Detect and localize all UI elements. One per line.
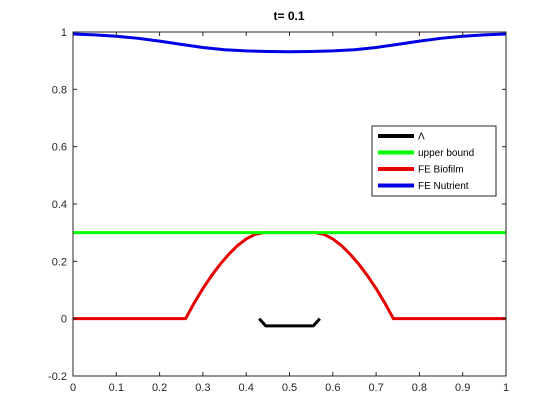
x-tick-label: 0.1 <box>109 382 124 394</box>
chart-title: t= 0.1 <box>273 9 304 23</box>
legend-entry: upper bound <box>418 148 474 159</box>
x-tick-label: 0.2 <box>152 382 167 394</box>
y-tick-label: 0.2 <box>52 256 67 268</box>
legend-entry: FE Nutrient <box>418 181 469 192</box>
x-tick-label: 0 <box>70 382 76 394</box>
y-tick-label: 0.4 <box>52 199 67 211</box>
y-tick-label: 0.6 <box>52 142 67 154</box>
y-tick-label: 1 <box>61 27 67 39</box>
series-line-3 <box>72 32 507 54</box>
x-tick-label: 0.5 <box>282 382 297 394</box>
x-tick-label: 0.8 <box>412 382 427 394</box>
series-line-0 <box>258 317 321 328</box>
legend-entry: Λ <box>418 132 425 143</box>
y-tick-label: -0.2 <box>48 371 67 383</box>
y-tick-label: 0 <box>61 314 67 326</box>
legend-entry: FE Biofilm <box>418 165 464 176</box>
x-tick-label: 0.9 <box>455 382 470 394</box>
y-tick-label: 0.8 <box>52 84 67 96</box>
axes-layer: 0 0.1 0.2 0.3 0.4 0.5 0.6 0.7 0.8 0.9 1-0.200.20.4… <box>48 27 509 394</box>
x-tick-label: 0.3 <box>195 382 210 394</box>
x-tick-label: 0.6 <box>325 382 340 394</box>
x-tick-label: 1 <box>503 382 509 394</box>
series-layer <box>72 32 507 328</box>
x-tick-label: 0.7 <box>368 382 383 394</box>
x-tick-label: 0.4 <box>239 382 254 394</box>
